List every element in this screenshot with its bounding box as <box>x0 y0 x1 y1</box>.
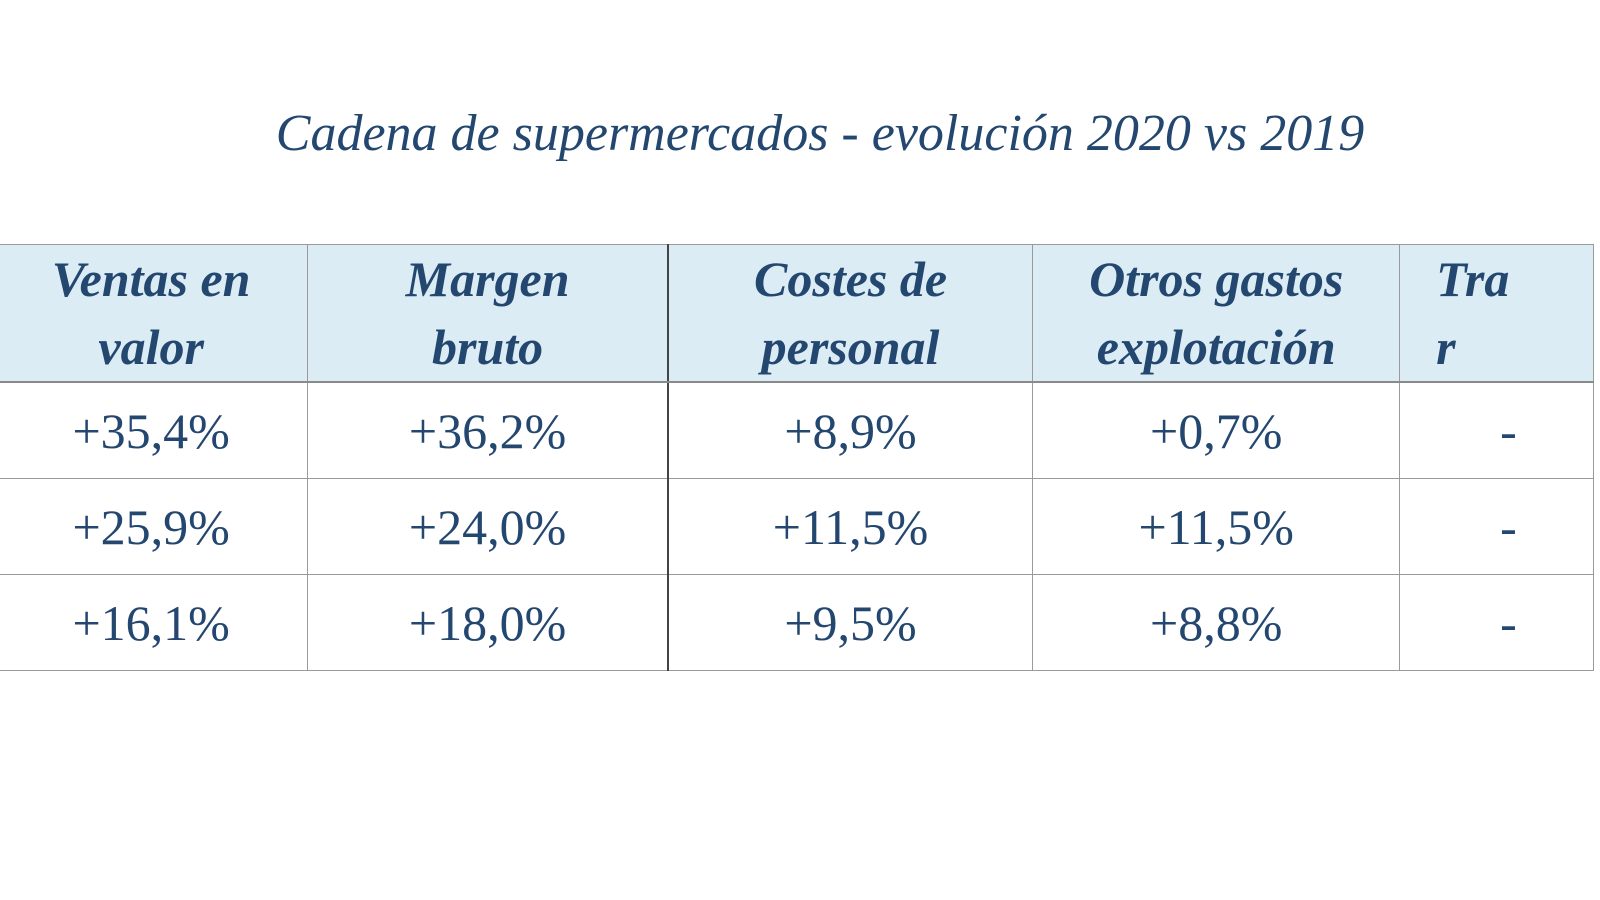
cell-truncated-value: - <box>1500 402 1517 459</box>
table-row: +35,4% +36,2% +8,9% +0,7% - <box>0 382 1594 479</box>
header-margen-label: Margen bruto <box>405 251 570 375</box>
evolution-table: Ventas en valor Margen bruto Costes de p… <box>0 244 1594 671</box>
header-costes-label: Costes de personal <box>754 251 948 375</box>
header-otros-gastos: Otros gastos explotación <box>1032 244 1401 383</box>
cell-otros-gastos: +8,8% <box>1032 574 1401 671</box>
header-truncated-label: Tra r <box>1436 251 1510 375</box>
cell-ventas: +16,1% <box>0 574 309 671</box>
cell-ventas: +25,9% <box>0 478 309 575</box>
table-title: Cadena de supermercados - evolución 2020… <box>275 105 1365 162</box>
header-otros-gastos-label: Otros gastos explotación <box>1089 251 1344 375</box>
cell-otros-gastos: +0,7% <box>1032 382 1401 479</box>
cell-truncated: - <box>1399 382 1594 479</box>
cell-truncated-value: - <box>1500 498 1517 555</box>
table-row: +16,1% +18,0% +9,5% +8,8% - <box>0 574 1594 671</box>
cell-truncated: - <box>1399 574 1594 671</box>
cell-margen: +24,0% <box>307 478 669 575</box>
cell-truncated-value: - <box>1500 594 1517 651</box>
header-row: Ventas en valor Margen bruto Costes de p… <box>0 244 1594 383</box>
header-truncated: Tra r <box>1399 244 1594 383</box>
cell-truncated: - <box>1399 478 1594 575</box>
header-margen: Margen bruto <box>307 244 669 383</box>
header-ventas-label: Ventas en valor <box>51 251 251 375</box>
cell-otros-gastos: +11,5% <box>1032 478 1401 575</box>
cell-costes: +9,5% <box>666 574 1034 671</box>
header-costes: Costes de personal <box>666 244 1034 383</box>
table-row: +25,9% +24,0% +11,5% +11,5% - <box>0 478 1594 575</box>
cell-ventas: +35,4% <box>0 382 309 479</box>
cell-costes: +11,5% <box>666 478 1034 575</box>
cell-margen: +36,2% <box>307 382 669 479</box>
header-ventas: Ventas en valor <box>0 244 309 383</box>
cell-costes: +8,9% <box>666 382 1034 479</box>
cell-margen: +18,0% <box>307 574 669 671</box>
